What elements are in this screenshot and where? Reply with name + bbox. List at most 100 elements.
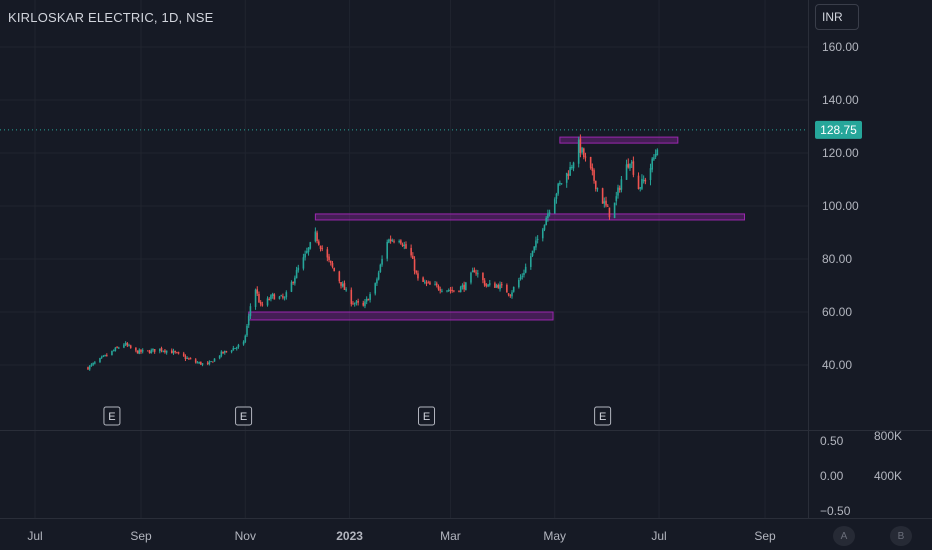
currency-selector[interactable]: INR [815, 4, 859, 30]
candle-body [654, 154, 657, 157]
candle-body [314, 231, 317, 242]
candle-body [340, 282, 342, 286]
candle-body [560, 183, 563, 185]
candle-body [594, 180, 597, 189]
candle-body [124, 343, 127, 345]
candle-body [458, 290, 460, 292]
candle-body [362, 302, 365, 306]
earnings-marker[interactable] [103, 406, 121, 426]
candle-body [222, 351, 224, 354]
candle-body [141, 350, 144, 352]
earnings-marker-label: E [599, 411, 606, 423]
candle-body [184, 356, 187, 360]
y-axis-tick-label: 60.00 [822, 305, 852, 319]
candle-body [386, 241, 388, 259]
candle-body [159, 348, 161, 352]
candle-body [639, 187, 642, 189]
candle-body [567, 174, 570, 176]
earnings-marker[interactable] [418, 406, 436, 426]
candle-body [364, 301, 366, 307]
candle-body [247, 316, 250, 326]
candle-body [148, 351, 151, 354]
earnings-marker-label: E [108, 411, 115, 423]
candle-body [584, 156, 587, 158]
log-scale-button[interactable]: B [890, 526, 912, 546]
candle-body [391, 240, 394, 242]
candle-body [283, 297, 286, 299]
candle-body [487, 284, 489, 287]
candle-body [254, 289, 257, 307]
candle-body [237, 344, 240, 347]
candle-body [632, 161, 635, 175]
candle-body [437, 285, 440, 290]
y-axis-tick-label: 180.00 [822, 0, 859, 1]
auto-scale-button[interactable]: A [833, 526, 855, 546]
candle-body [656, 149, 659, 156]
candle-body [381, 258, 383, 265]
candle-body [415, 270, 418, 273]
earnings-marker[interactable] [235, 406, 253, 426]
candle-body [422, 277, 424, 282]
candle-body [470, 272, 472, 283]
candle-body [548, 212, 551, 214]
candle-body [555, 193, 558, 199]
candle-body [453, 290, 455, 292]
candle-body [389, 239, 392, 242]
candle-body [365, 298, 368, 302]
candle-body [210, 361, 212, 363]
candle-body [488, 283, 491, 285]
last-price-tag [815, 120, 862, 139]
candle-body [153, 349, 156, 352]
candle-body [87, 367, 89, 370]
candle-body [653, 157, 655, 160]
candle-body [410, 247, 412, 256]
candle-body [434, 284, 436, 286]
candle-body [571, 166, 573, 169]
candle-body [128, 345, 130, 347]
candle-body [328, 256, 330, 261]
sr-zone[interactable] [314, 213, 746, 221]
candle-body [307, 247, 310, 252]
candle-body [259, 301, 262, 305]
candle-body [309, 242, 312, 249]
candle-body [369, 294, 371, 300]
candle-body [213, 358, 216, 362]
candle-body [465, 282, 467, 291]
candle-body [483, 280, 486, 286]
symbol-title[interactable]: KIRLOSKAR ELECTRIC, 1D, NSE [8, 10, 214, 25]
candle-body [439, 289, 441, 291]
candle-body [617, 187, 619, 196]
candle-body [644, 179, 647, 182]
candle-body [559, 182, 561, 185]
candle-body [194, 359, 197, 363]
candle-body [577, 139, 580, 164]
candle-body [523, 272, 525, 275]
candle-body [270, 295, 272, 300]
candle-body [111, 350, 113, 355]
candle-body [172, 350, 175, 353]
candle-body [565, 172, 568, 183]
volume-pane-tick-label: −0.50 [820, 504, 851, 518]
candle-body [475, 272, 477, 274]
candle-body [225, 351, 228, 353]
candle-body [138, 349, 141, 354]
candle-body [201, 363, 204, 365]
candle-body [316, 232, 318, 242]
sr-zone[interactable] [248, 311, 554, 321]
candle-body [100, 356, 103, 358]
candle-body [244, 335, 247, 342]
sr-zone[interactable] [559, 136, 679, 144]
candle-body [338, 271, 341, 282]
candle-body [318, 241, 320, 245]
candle-body [512, 286, 515, 292]
candle-body [200, 361, 202, 365]
candle-body [117, 347, 120, 349]
candle-body [206, 362, 209, 364]
earnings-marker[interactable] [594, 406, 612, 426]
volume-pane-tick-label: 0.50 [820, 434, 844, 448]
candle-body [531, 250, 534, 256]
candle-body [606, 205, 609, 207]
candle-body [165, 350, 168, 353]
candle-body [603, 201, 606, 204]
